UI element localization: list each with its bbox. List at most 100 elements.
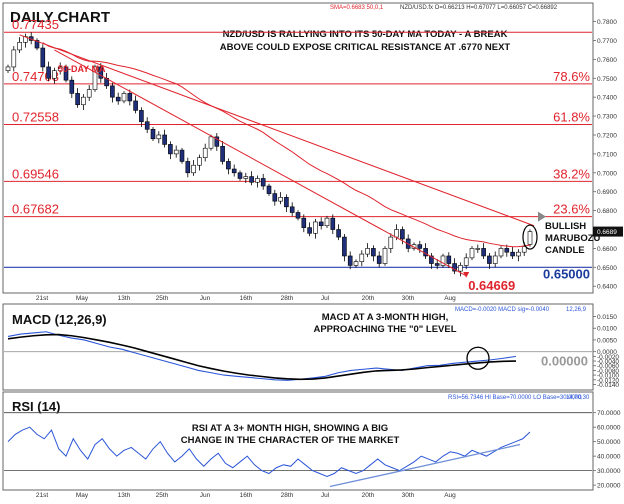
macd-y-tick-label: 0.0150 (597, 314, 617, 321)
candle-bull (191, 164, 196, 174)
candle-bear (127, 93, 133, 102)
candle-bear (40, 47, 46, 68)
candle-bull (208, 136, 214, 149)
y-tick-label: 0.7400 (597, 95, 617, 102)
x-tick-label-bottom: 20th (362, 492, 375, 499)
x-tick-label-top: 13th (118, 295, 131, 302)
macd-params: 12,26,9 (566, 307, 587, 313)
y-tick-label: 0.7100 (597, 151, 617, 158)
candle-bear (376, 255, 382, 264)
candle-bear (115, 96, 121, 102)
y-tick-label: 0.7600 (597, 57, 617, 64)
x-tick-label-bottom: 28th (281, 492, 294, 499)
candle-bull (463, 257, 469, 266)
x-tick-label-bottom: 16th (240, 492, 253, 499)
y-tick-label: 0.6900 (597, 189, 617, 196)
y-tick-label: 0.6800 (597, 208, 617, 215)
macd-highlight-circle (466, 346, 490, 370)
x-tick-label-top: Jun (200, 295, 211, 302)
macd-y-tick-label: -0.0040 (597, 359, 619, 366)
fib-pct-label: 38.2% (553, 166, 590, 181)
candle-bear (168, 144, 173, 155)
candle-bull (458, 265, 463, 272)
x-tick-label-top: 28th (281, 295, 294, 302)
candle-bear (75, 93, 80, 106)
ma50-line (42, 42, 531, 248)
macd-y-tick-label: -0.0060 (597, 363, 619, 370)
candle-bear (307, 227, 312, 234)
y-tick-label: 0.7300 (597, 114, 617, 121)
candle-bull (440, 255, 446, 266)
x-tick-label-bottom: May (76, 492, 89, 499)
fib-price-label: 0.67682 (12, 202, 59, 217)
candle-bear (295, 212, 301, 219)
fib-price-label: 0.74703 (12, 69, 59, 84)
candle-bull (278, 197, 283, 202)
y-tick-label: 0.6500 (597, 265, 617, 272)
macd-y-tick-label: -0.0100 (597, 373, 619, 380)
x-tick-label-top: 25th (156, 295, 169, 302)
macd-annotation-2: APPROACHING THE "0" LEVEL (313, 324, 456, 335)
fib-pct-label: 23.6% (553, 202, 590, 217)
candle-label-2: MARUBOZU (545, 233, 601, 244)
main-annotation-line-2: ABOVE COULD EXPOSE CRITICAL RESISTANCE A… (220, 42, 511, 53)
candle-bull (243, 176, 249, 179)
candle-bear (226, 161, 231, 170)
candle-bear (272, 193, 278, 202)
macd-zero-label: 0.00000 (541, 354, 588, 369)
rsi-header: RSI=56.7346 HI Base=70.0000 LO Base=30.0… (448, 395, 582, 401)
candle-bear (144, 121, 150, 130)
candle-bear (400, 229, 405, 240)
ma50-label: 50-DAY MA (58, 64, 106, 74)
macd-panel: 0.01500.01000.00500.0000-0.0020-0.0040-0… (4, 314, 619, 389)
rsi-annotation-1: RSI AT A 3+ MONTH HIGH, SHOWING A BIG (192, 423, 388, 434)
candle-bear (249, 176, 254, 183)
candle-bull (313, 221, 318, 234)
low-arrow (463, 272, 470, 278)
candle-bear (34, 40, 40, 49)
candle-bull (388, 236, 394, 249)
trendline-upper (19, 34, 535, 227)
macd-y-tick-label: -0.0120 (597, 377, 619, 384)
last-candle-circle (522, 224, 538, 250)
y-tick-label: 0.7500 (597, 76, 617, 83)
rsi-y-tick-label: 60.0000 (597, 425, 621, 432)
candle-bear (231, 168, 237, 174)
candle-bear (284, 197, 289, 208)
candle-bear (63, 66, 69, 81)
candle-bear (266, 185, 272, 194)
fib-price-label: 0.69546 (12, 166, 59, 181)
candle-bear (342, 236, 347, 257)
candle-bull (17, 42, 22, 51)
candle-bear (371, 248, 376, 257)
candle-bull (11, 49, 17, 68)
y-tick-label: 0.7200 (597, 132, 617, 139)
fib-pct-label: 78.6% (553, 69, 590, 84)
candle-bull (92, 66, 98, 90)
candle-bull (492, 255, 498, 264)
candle-bull (475, 248, 481, 250)
main-panel: 0.7800 0.7700 0.7600 0.7500 0.7400 0.7300 0.72… (4, 17, 623, 293)
candle-bear (69, 79, 75, 94)
y-tick-label: 0.7700 (597, 38, 617, 45)
x-tick-label-top: 16th (240, 295, 253, 302)
x-tick-label-top: May (76, 295, 89, 302)
rsi-panel-frame (2, 391, 594, 491)
macd-y-tick-label: -0.0020 (597, 354, 619, 361)
macd-line (7, 331, 517, 381)
main-annotation-line-1: NZD/USD IS RALLYING INTO ITS 50-DAY MA T… (223, 29, 508, 40)
x-tick-label-bottom: 21st (36, 492, 48, 499)
candle-bear (214, 136, 220, 147)
chart-title: DAILY CHART (10, 9, 110, 26)
candle-bull (52, 70, 57, 79)
candle-bull (5, 66, 11, 72)
candle-bear (347, 255, 353, 266)
fib-pct-label: 61.8% (553, 109, 590, 124)
x-tick-label-bottom: Jul (321, 492, 330, 499)
candle-bull (324, 217, 330, 227)
candle-bull (81, 96, 86, 106)
macd-y-tick-label: -0.0140 (597, 382, 619, 389)
candle-bear (487, 255, 492, 264)
candle-bull (527, 231, 533, 245)
